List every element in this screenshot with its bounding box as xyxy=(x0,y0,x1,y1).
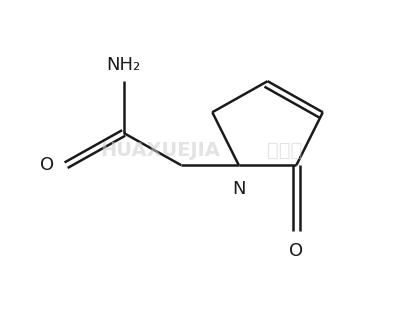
Text: 化学加: 化学加 xyxy=(267,141,302,160)
Text: O: O xyxy=(289,242,303,260)
Text: N: N xyxy=(232,180,246,198)
Text: NH₂: NH₂ xyxy=(107,56,141,74)
Text: O: O xyxy=(40,156,55,174)
Text: HUAXUEJIA: HUAXUEJIA xyxy=(100,141,220,160)
